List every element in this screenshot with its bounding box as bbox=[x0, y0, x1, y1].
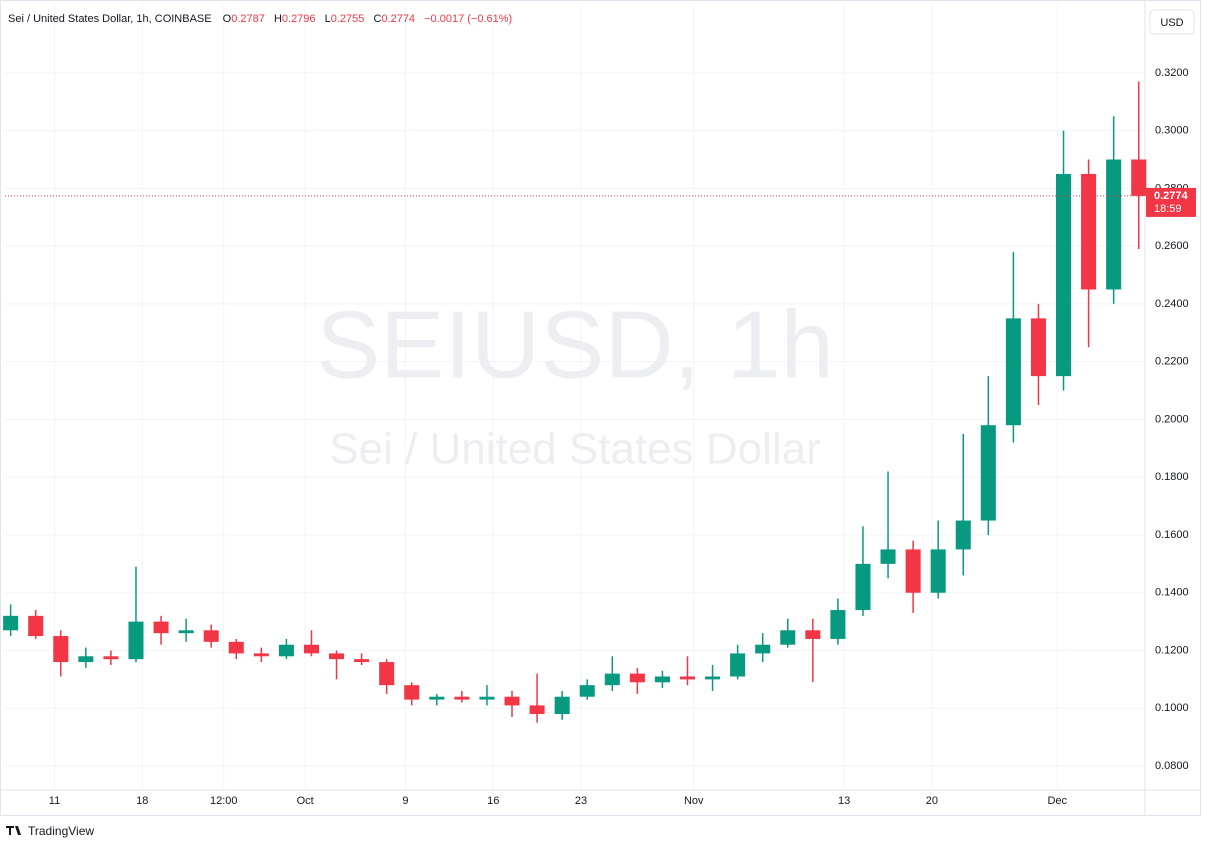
footer-text: TradingView bbox=[28, 824, 94, 838]
x-tick-label: Oct bbox=[297, 795, 314, 807]
symbol: Sei / United States Dollar, 1h, COINBASE bbox=[8, 13, 212, 25]
x-tick-label: 12:00 bbox=[210, 795, 238, 807]
candle-body bbox=[28, 615, 44, 637]
candle-body bbox=[3, 615, 19, 631]
x-tick-label: Nov bbox=[684, 795, 704, 807]
candle-body bbox=[955, 520, 971, 550]
candle-body bbox=[278, 644, 294, 657]
candle-body bbox=[429, 696, 445, 700]
candle-body bbox=[554, 696, 570, 715]
candle-body bbox=[454, 696, 470, 700]
x-tick-label: 13 bbox=[838, 795, 850, 807]
y-tick-label: 0.1600 bbox=[1155, 529, 1189, 541]
candle-body bbox=[930, 549, 946, 593]
candle-body bbox=[980, 425, 996, 521]
x-tick-label: 9 bbox=[402, 795, 408, 807]
candle-body bbox=[529, 705, 545, 715]
candle-body bbox=[78, 656, 94, 663]
candles bbox=[3, 81, 1147, 723]
y-tick-label: 0.1200 bbox=[1155, 644, 1189, 656]
change: −0.0017 (−0.61%) bbox=[424, 13, 512, 25]
y-tick-label: 0.2400 bbox=[1155, 298, 1189, 310]
y-tick-label: 0.2000 bbox=[1155, 413, 1189, 425]
l-value: 0.2755 bbox=[331, 13, 365, 25]
x-tick-label: 16 bbox=[487, 795, 499, 807]
candle-body bbox=[604, 673, 620, 686]
candle-body bbox=[203, 630, 219, 642]
o-value: 0.2787 bbox=[231, 13, 265, 25]
candle-body bbox=[654, 676, 670, 683]
candle-body bbox=[705, 676, 721, 680]
watermark-name: Sei / United States Dollar bbox=[329, 425, 821, 474]
candle-body bbox=[1106, 159, 1122, 290]
candle-body bbox=[855, 563, 871, 611]
y-tick-label: 0.0800 bbox=[1155, 760, 1189, 772]
candle-body bbox=[880, 549, 896, 564]
candle-body bbox=[253, 653, 269, 657]
candle-body bbox=[755, 644, 771, 654]
y-tick-label: 0.3000 bbox=[1155, 125, 1189, 137]
last-price-label: 0.2774 bbox=[1154, 190, 1189, 202]
candle-body bbox=[679, 676, 696, 680]
y-tick-label: 0.1400 bbox=[1155, 587, 1189, 599]
currency-button[interactable] bbox=[1149, 9, 1195, 35]
candle-body bbox=[1081, 173, 1097, 290]
candle-body bbox=[1030, 318, 1046, 377]
candle-body bbox=[303, 644, 319, 654]
candle-body bbox=[128, 621, 144, 660]
legend: Sei / United States Dollar, 1h, COINBASE… bbox=[8, 13, 512, 25]
y-tick-label: 0.2200 bbox=[1155, 356, 1189, 368]
x-tick-label: 11 bbox=[49, 795, 60, 807]
candle-body bbox=[730, 653, 746, 677]
x-tick-label: 18 bbox=[136, 795, 148, 807]
candle-body bbox=[228, 641, 244, 654]
x-tick-label: Dec bbox=[1047, 795, 1067, 807]
l-label: L bbox=[325, 13, 331, 25]
candle-body bbox=[1005, 318, 1021, 426]
candle-body bbox=[805, 630, 821, 639]
candle-body bbox=[579, 685, 595, 697]
candle-body bbox=[479, 696, 495, 700]
c-value: 0.2774 bbox=[381, 13, 415, 25]
h-value: 0.2796 bbox=[282, 13, 316, 25]
y-tick-label: 0.2600 bbox=[1155, 240, 1189, 252]
x-tick-label: 23 bbox=[575, 795, 587, 807]
candle-body bbox=[504, 696, 520, 706]
o-label: O bbox=[223, 13, 232, 25]
currency[interactable]: USD bbox=[1160, 17, 1183, 29]
candle-body bbox=[830, 610, 846, 639]
c-label: C bbox=[373, 13, 381, 25]
x-tick-label: 20 bbox=[926, 795, 938, 807]
footer: TradingView bbox=[6, 824, 94, 838]
grid bbox=[5, 5, 1145, 790]
candle-body bbox=[178, 630, 194, 634]
watermark-symbol: SEIUSD, 1h bbox=[316, 291, 834, 398]
candle-body bbox=[404, 685, 420, 700]
candle-body bbox=[1131, 159, 1147, 196]
y-tick-label: 0.1800 bbox=[1155, 471, 1189, 483]
candle-body bbox=[780, 630, 796, 645]
candle-body bbox=[329, 653, 345, 660]
countdown: 18:59 bbox=[1154, 203, 1182, 215]
last-price-box bbox=[1146, 187, 1196, 217]
candle-body bbox=[53, 636, 69, 663]
y-tick-label: 0.3200 bbox=[1155, 67, 1189, 79]
candle-body bbox=[103, 656, 119, 660]
h-label: H bbox=[274, 13, 282, 25]
candle-body bbox=[629, 673, 645, 683]
y-tick-label: 0.1000 bbox=[1155, 702, 1189, 714]
candle-body bbox=[354, 659, 370, 663]
candle-body bbox=[905, 549, 921, 593]
logo bbox=[6, 826, 21, 835]
chart-frame bbox=[0, 0, 1201, 816]
candle-body bbox=[379, 662, 395, 686]
candle-body bbox=[1056, 173, 1072, 377]
candle-body bbox=[153, 621, 169, 634]
